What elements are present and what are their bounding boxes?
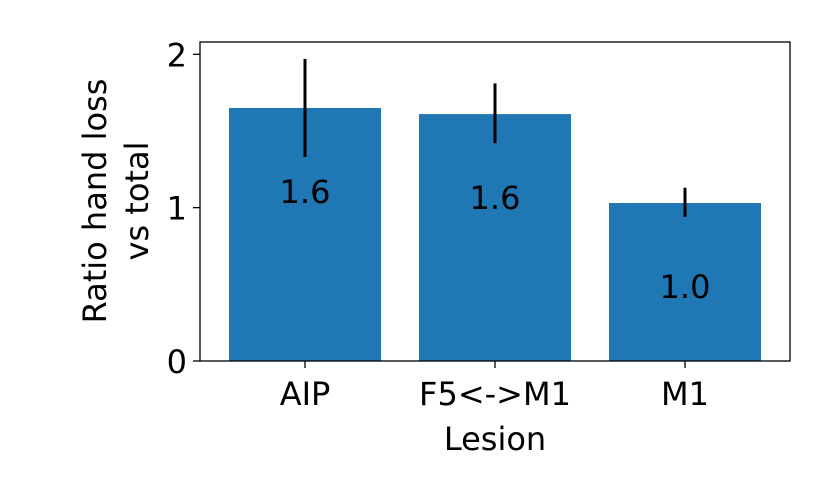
error-bars-layer (303, 58, 687, 217)
bars-layer (229, 107, 761, 362)
y-axis-label-line-2: vs total (118, 142, 156, 261)
bar-2 (609, 203, 761, 361)
y-tick-label-2: 2 (167, 36, 187, 74)
y-axis-label: Ratio hand loss vs total (76, 79, 156, 324)
y-tick-label-1: 1 (167, 190, 187, 228)
x-tick-label-0: AIP (280, 375, 331, 413)
data-label-0: 1.6 (280, 173, 331, 211)
y-ticks-layer: 0 1 2 (167, 36, 200, 381)
data-labels-layer: 1.6 1.6 1.0 (280, 173, 711, 306)
x-tick-label-2: M1 (661, 375, 709, 413)
y-tick-label-0: 0 (167, 343, 187, 381)
y-axis-label-line-1: Ratio hand loss (76, 79, 114, 324)
x-ticks-layer: AIP F5<->M1 M1 (280, 361, 709, 413)
data-label-2: 1.0 (660, 268, 711, 306)
data-label-1: 1.6 (470, 179, 521, 217)
bar-1 (419, 114, 571, 362)
x-tick-label-1: F5<->M1 (419, 375, 571, 413)
x-axis-label: Lesion (444, 420, 546, 458)
